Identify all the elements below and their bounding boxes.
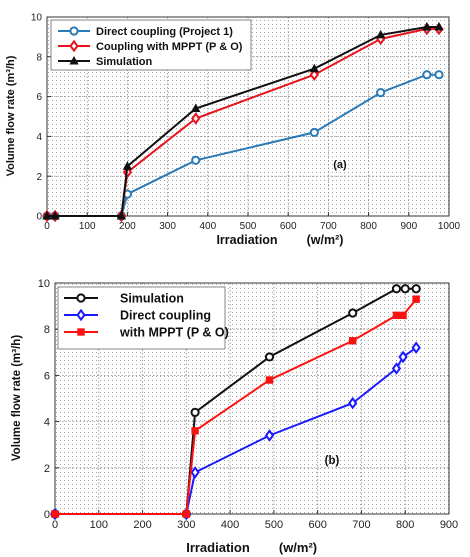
y-tick-label: 2 bbox=[36, 172, 42, 183]
legend-label: Direct coupling (Project 1) bbox=[96, 26, 233, 38]
panel-label: (a) bbox=[333, 159, 347, 171]
data-point bbox=[392, 311, 401, 320]
data-point bbox=[50, 210, 60, 220]
chart-panel-a: 0 100 200 300 400 500 600 700 800 900 1000 0 2 4 6 8 10 I… bbox=[5, 13, 461, 247]
y-tick-label: 10 bbox=[38, 278, 50, 290]
legend-marker bbox=[76, 293, 86, 303]
legend-label: Simulation bbox=[96, 56, 153, 68]
data-point bbox=[42, 210, 52, 220]
data-point bbox=[190, 407, 200, 417]
x-tick-label: 800 bbox=[396, 519, 414, 531]
data-point bbox=[434, 70, 444, 80]
data-point bbox=[348, 308, 358, 318]
data-point bbox=[191, 103, 201, 113]
data-point bbox=[309, 63, 319, 73]
data-point bbox=[399, 311, 407, 320]
data-point bbox=[309, 68, 319, 81]
x-axis-unit: (w/m²) bbox=[279, 540, 317, 555]
x-tick-label: 300 bbox=[177, 519, 195, 531]
x-tick-label: 100 bbox=[79, 221, 96, 232]
data-point bbox=[422, 21, 432, 31]
plot-frame bbox=[54, 282, 450, 515]
x-tick-label: 900 bbox=[440, 519, 458, 531]
data-point bbox=[182, 510, 191, 518]
y-tick-label: 8 bbox=[36, 52, 42, 63]
data-point bbox=[422, 70, 432, 80]
legend-marker bbox=[77, 328, 85, 336]
data-point bbox=[191, 112, 201, 125]
data-point bbox=[51, 510, 59, 518]
x-axis-unit: (w/m²) bbox=[307, 233, 344, 247]
y-tick-label: 10 bbox=[31, 13, 43, 24]
data-point bbox=[398, 350, 408, 364]
y-tick-label: 6 bbox=[44, 370, 50, 382]
data-point bbox=[412, 295, 420, 303]
x-tick-label: 700 bbox=[320, 221, 337, 232]
y-axis-label: Volume flow rate (m³/h) bbox=[11, 335, 23, 461]
data-point bbox=[391, 362, 402, 375]
panel-label: (b) bbox=[325, 455, 340, 467]
x-tick-label: 500 bbox=[265, 519, 283, 531]
legend-label: Simulation bbox=[120, 292, 184, 306]
data-point bbox=[122, 161, 133, 170]
legend-marker bbox=[69, 55, 79, 65]
x-axis-label: Irradiation bbox=[216, 233, 277, 247]
x-axis-label: Irradiation bbox=[186, 540, 250, 555]
legend-marker bbox=[76, 308, 86, 322]
y-tick-label: 4 bbox=[44, 417, 50, 429]
legend-label: Coupling with MPPT (P & O) bbox=[96, 41, 243, 53]
y-tick-label: 6 bbox=[36, 92, 42, 103]
data-point bbox=[376, 29, 386, 39]
x-tick-label: 800 bbox=[360, 221, 377, 232]
y-tick-label: 8 bbox=[44, 324, 50, 336]
data-point bbox=[348, 337, 357, 345]
legend-marker bbox=[69, 26, 79, 36]
x-tick-label: 0 bbox=[52, 519, 58, 531]
data-point bbox=[191, 427, 199, 435]
data-point bbox=[309, 127, 319, 138]
data-point bbox=[265, 376, 274, 384]
y-tick-label: 0 bbox=[36, 212, 42, 223]
legend-label: Direct coupling bbox=[120, 309, 211, 323]
y-tick-label: 0 bbox=[44, 509, 50, 521]
x-tick-label: 500 bbox=[240, 221, 257, 232]
x-tick-label: 0 bbox=[44, 221, 50, 232]
x-tick-label: 100 bbox=[90, 519, 108, 531]
data-point bbox=[191, 155, 201, 165]
x-tick-label: 400 bbox=[221, 519, 239, 531]
data-point bbox=[411, 284, 421, 294]
y-tick-label: 4 bbox=[36, 132, 42, 143]
legend-marker bbox=[69, 39, 79, 53]
data-point bbox=[376, 88, 386, 98]
data-point bbox=[264, 352, 275, 362]
chart-panel-b: 0 100 200 300 400 500 600 700 800 900 0 2 4 6 8 10 Irrad… bbox=[11, 278, 458, 555]
x-tick-label: 1000 bbox=[438, 221, 461, 232]
x-tick-label: 400 bbox=[199, 221, 216, 232]
data-point bbox=[190, 466, 200, 479]
data-point bbox=[391, 284, 402, 294]
data-point bbox=[116, 210, 127, 220]
x-tick-label: 300 bbox=[159, 221, 176, 232]
data-point bbox=[411, 341, 421, 354]
y-axis-label: Volume flow rate (m³/h) bbox=[5, 55, 17, 176]
x-tick-label: 600 bbox=[308, 519, 326, 531]
x-tick-label: 200 bbox=[133, 519, 151, 531]
data-point bbox=[434, 21, 444, 31]
data-point bbox=[264, 429, 275, 442]
legend-label: with MPPT (P & O) bbox=[119, 326, 229, 340]
x-tick-label: 900 bbox=[400, 221, 417, 232]
x-tick-label: 700 bbox=[352, 519, 370, 531]
x-tick-label: 600 bbox=[280, 221, 297, 232]
data-point bbox=[400, 284, 410, 294]
data-point bbox=[348, 396, 358, 410]
x-tick-label: 200 bbox=[119, 221, 136, 232]
y-tick-label: 2 bbox=[44, 463, 50, 475]
